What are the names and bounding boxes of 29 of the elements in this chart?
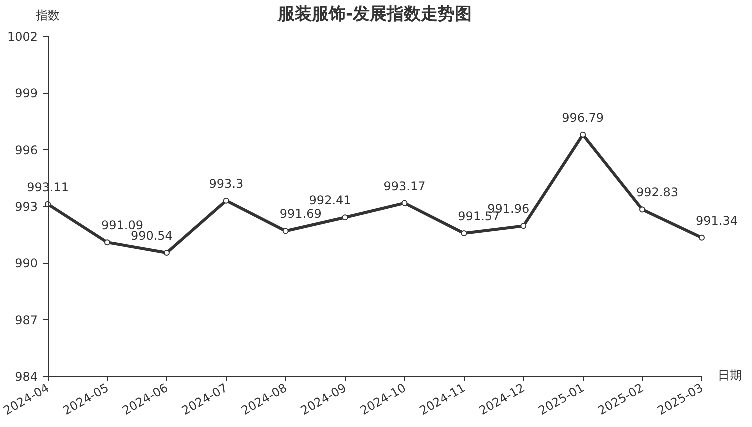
point: [342, 214, 348, 221]
data-label: 992.83: [636, 186, 679, 200]
point: [698, 234, 705, 241]
y-tick-label: 993: [15, 200, 38, 214]
point: [640, 206, 646, 213]
data-label: 991.69: [280, 207, 322, 222]
data-label: 992.41: [309, 194, 352, 208]
point: [461, 230, 468, 237]
data-label: 993.3: [209, 176, 244, 191]
point: [282, 228, 289, 234]
point: [104, 240, 111, 246]
data-label: 991.34: [696, 214, 738, 228]
y-tick-label: 987: [15, 313, 38, 328]
y-axis-title: 指数: [35, 8, 60, 22]
point: [164, 250, 170, 256]
point: [223, 198, 230, 204]
chart-title: 服装服饰-发展指数走势图: [276, 4, 472, 24]
point: [520, 223, 527, 230]
x-axis-title: 日期: [718, 368, 742, 382]
point: [580, 132, 586, 138]
point: [402, 200, 408, 206]
y-tick-label: 990: [15, 256, 38, 271]
y-tick-label: 996: [15, 143, 38, 158]
data-label: 996.79: [562, 110, 604, 125]
y-tick-label: 984: [15, 370, 38, 384]
data-label: 993.17: [384, 179, 426, 194]
y-tick-label: 1002: [8, 30, 38, 44]
data-label: 990.54: [130, 228, 173, 243]
y-tick-label: 999: [15, 86, 38, 101]
